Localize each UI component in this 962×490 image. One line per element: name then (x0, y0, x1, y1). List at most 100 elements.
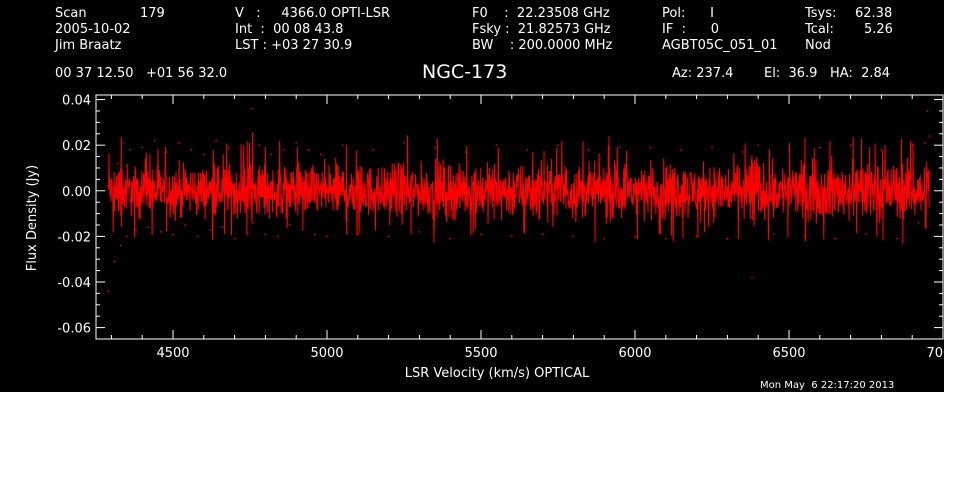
spectrum-point (557, 144, 559, 146)
spectrum-point (172, 233, 174, 235)
tcal-label: Tcal: (805, 22, 834, 37)
spectrum-point (449, 237, 452, 240)
spectrum-point (233, 237, 236, 240)
spectrum-point (803, 235, 806, 238)
spectrum-point (511, 235, 513, 238)
x-tick-label: 4500 (156, 346, 189, 361)
spectrum-point (603, 237, 605, 240)
y-tick-label: 0.04 (62, 94, 91, 109)
spectrum-point (434, 146, 436, 149)
spectrum-point (923, 142, 926, 144)
spectrum-point (772, 233, 775, 235)
bandwidth-readout: BW : 200.0000 MHz (472, 38, 613, 53)
rest-frequency: F0 : 22.23508 GHz (472, 6, 610, 21)
polarization-readout: Pol: I (662, 6, 714, 21)
if-readout: IF : 0 (662, 22, 720, 37)
spectrum-point (141, 146, 143, 149)
sky-frequency: Fsky : 21.82573 GHz (472, 22, 611, 37)
x-tick-label: 6500 (772, 346, 805, 361)
spectrum-point (221, 226, 224, 229)
spectrum-point (880, 148, 883, 151)
source-name: NGC-173 (422, 61, 508, 83)
spectrum-point (113, 260, 116, 263)
spectrum-point (896, 237, 898, 240)
spectrum-point (495, 144, 498, 146)
spectrum-point (695, 235, 698, 238)
spectrum-point (159, 231, 162, 233)
spectrum-point (926, 110, 929, 112)
x-tick-label: 5000 (310, 346, 343, 361)
spectrum-point (418, 231, 421, 233)
spectrum-point (726, 237, 729, 240)
spectrum-point (387, 235, 390, 238)
spectrum-point (341, 144, 344, 146)
spectrum-point (270, 153, 273, 156)
y-tick-label: -0.04 (57, 276, 91, 291)
project-id: AGBT05C_051_01 (662, 38, 778, 53)
spectrum-point (184, 224, 187, 226)
spectrum-point (147, 226, 150, 229)
integration-time: Int : 00 08 43.8 (235, 22, 344, 37)
spectrum-point (122, 142, 125, 144)
spectrum-point (917, 221, 920, 224)
spectrum-point (326, 235, 328, 238)
lst-readout: LST : +03 27 30.9 (235, 38, 353, 53)
spectrum-point (618, 146, 621, 149)
spectrum-point (116, 162, 119, 165)
spectrum-point (258, 144, 261, 146)
velocity-readout: V : 4366.0 OPTI-LSR (235, 6, 391, 21)
plot-frame (95, 94, 944, 340)
spectrum-point (357, 233, 359, 235)
spectrum-point (203, 153, 205, 156)
spectrum-point (665, 237, 667, 240)
spectrum-point (320, 153, 322, 156)
spectrum-point (819, 146, 821, 149)
plot-panel: Scan 179 2005-10-02 Jim Braatz V : 4366.… (0, 0, 944, 392)
spectrum-point (751, 276, 753, 279)
y-tick-label: -0.02 (57, 230, 91, 245)
observer-name: Jim Braatz (55, 38, 122, 53)
spectrum-point (110, 178, 113, 181)
spectrum-point (649, 146, 652, 149)
spectrum-point (190, 148, 193, 151)
spectrum-point (227, 146, 230, 149)
spectrum-point (276, 235, 279, 238)
spectrum-point (541, 233, 544, 235)
y-tick-label: 0.00 (62, 185, 91, 200)
spectrum-point (911, 144, 913, 146)
observing-mode: Nod (805, 38, 831, 53)
spectrum-point (865, 233, 867, 235)
x-axis-label: LSR Velocity (km/s) OPTICAL (405, 366, 590, 381)
spectrum-point (119, 244, 122, 247)
spectrum-point (588, 148, 590, 151)
spectrum-point (572, 235, 575, 238)
y-tick-label: 0.02 (62, 139, 91, 154)
plot-timestamp: Mon May 6 22:17:20 2013 (760, 380, 895, 391)
x-tick-label: 6000 (618, 346, 651, 361)
spectrum-point (129, 148, 131, 151)
spectrum-point (283, 148, 285, 151)
y-axis-label: Flux Density (Jy) (25, 165, 40, 271)
y-tick-label: -0.06 (57, 322, 91, 337)
spectrum-point (239, 151, 242, 153)
scan-label: Scan (55, 6, 87, 21)
source-coordinates: 00 37 12.50 +01 56 32.0 (55, 66, 228, 81)
spectrum-point (264, 233, 267, 235)
spectrum-point (680, 148, 682, 151)
scan-number: 179 (140, 6, 165, 21)
spectrum-point (834, 237, 836, 240)
spectrum-point (166, 151, 168, 153)
spectrum-trace-layer (107, 107, 930, 292)
spectrum-point (480, 233, 482, 235)
spectrum-point (295, 142, 298, 144)
spectrum-point (307, 148, 310, 151)
hour-angle-readout: HA: 2.84 (830, 66, 891, 81)
spectrum-point (788, 148, 790, 151)
spectrum-point (153, 139, 156, 142)
spectrum-point (246, 231, 248, 233)
spectrum-point (289, 224, 291, 226)
spectrum-point (301, 228, 304, 231)
spectrum-point (928, 135, 930, 137)
spectrum-point (742, 151, 744, 153)
spectrum-point (313, 233, 316, 235)
